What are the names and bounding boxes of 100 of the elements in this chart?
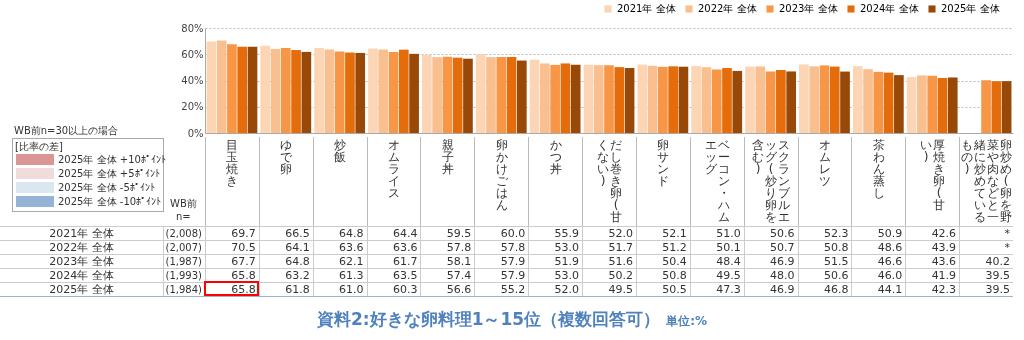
data-label: 55.2 bbox=[474, 282, 529, 296]
data-label: 52.0 bbox=[528, 282, 583, 296]
bar bbox=[604, 65, 614, 133]
bar bbox=[799, 64, 809, 133]
bar bbox=[270, 48, 281, 133]
bar bbox=[496, 57, 507, 133]
data-label: 52.1 bbox=[635, 226, 690, 240]
bar bbox=[711, 69, 722, 133]
bar bbox=[345, 52, 355, 133]
bar bbox=[786, 71, 796, 133]
data-label: 69.7 bbox=[205, 226, 259, 240]
x-tick-label: 目玉焼き bbox=[225, 138, 239, 188]
text: 単位:% bbox=[666, 314, 707, 328]
bar bbox=[237, 46, 248, 133]
text: * bbox=[1004, 241, 1010, 254]
bar bbox=[668, 66, 678, 133]
data-label: 56.6 bbox=[420, 282, 475, 296]
data-label: 58.1 bbox=[420, 254, 475, 268]
bar bbox=[260, 45, 271, 133]
data-label: 62.1 bbox=[312, 254, 367, 268]
bar bbox=[883, 72, 894, 133]
data-label: 50.1 bbox=[689, 240, 744, 254]
bar bbox=[852, 66, 863, 133]
data-label: 51.9 bbox=[528, 254, 583, 268]
bar bbox=[829, 66, 840, 133]
data-label: 51.2 bbox=[635, 240, 690, 254]
data-label: 57.8 bbox=[474, 240, 529, 254]
data-label: 51.7 bbox=[582, 240, 636, 254]
bar bbox=[368, 48, 378, 133]
data-label: 64.1 bbox=[258, 240, 313, 254]
data-label: 44.1 bbox=[851, 282, 906, 296]
bar bbox=[593, 65, 604, 133]
text: (1,987) bbox=[163, 254, 205, 268]
bar bbox=[981, 80, 991, 133]
data-label: 48.0 bbox=[743, 268, 798, 282]
data-label: 46.9 bbox=[743, 254, 798, 268]
bar bbox=[1001, 81, 1012, 133]
y-tick-label: 0% bbox=[187, 127, 204, 139]
data-label: 61.3 bbox=[312, 268, 367, 282]
x-tick-label: 卵かけごはん bbox=[495, 138, 509, 212]
y-tick-label: 80% bbox=[181, 22, 204, 34]
text: WB前 bbox=[170, 197, 197, 211]
data-label: 57.9 bbox=[474, 268, 529, 282]
bar bbox=[722, 68, 732, 133]
text: 2021年 全体 bbox=[49, 227, 114, 240]
bar bbox=[691, 66, 702, 133]
text: 資料2:好きな卵料理1～15位（複数回答可） bbox=[317, 309, 661, 329]
category-label: ベーコン・ハムエッグ bbox=[704, 138, 730, 224]
data-label: 46.8 bbox=[797, 282, 852, 296]
data-label: 70.5 bbox=[205, 240, 259, 254]
text: 2022年 全体 bbox=[49, 241, 114, 254]
data-label: 59.5 bbox=[420, 226, 475, 240]
bar bbox=[624, 68, 635, 133]
data-label: 50.8 bbox=[635, 268, 690, 282]
bar bbox=[947, 77, 958, 133]
data-label: 42.6 bbox=[905, 226, 960, 240]
category-label: 厚焼き卵(甘い) bbox=[920, 138, 946, 212]
legend-label: 2021年 全体 bbox=[617, 3, 676, 14]
legend-label: 2022年 全体 bbox=[698, 3, 757, 14]
bar bbox=[906, 77, 917, 133]
bar bbox=[486, 57, 496, 133]
text: 2023年 全体 bbox=[49, 255, 114, 268]
bar bbox=[570, 64, 581, 133]
data-label: 61.0 bbox=[312, 282, 367, 296]
bar bbox=[917, 75, 927, 133]
bar bbox=[819, 65, 830, 133]
text: 2025年 全体 bbox=[49, 283, 114, 296]
data-label: 64.8 bbox=[312, 226, 367, 240]
bar bbox=[452, 57, 463, 133]
data-label: 55.9 bbox=[528, 226, 583, 240]
data-label: 43.9 bbox=[905, 240, 960, 254]
bar bbox=[388, 52, 399, 133]
data-label: 50.6 bbox=[743, 226, 798, 240]
bar bbox=[647, 65, 658, 133]
bar bbox=[614, 67, 625, 133]
data-label: 40.2 bbox=[959, 254, 1013, 268]
bar bbox=[894, 75, 904, 133]
y-tick-label: 40% bbox=[181, 75, 204, 86]
data-label: 61.8 bbox=[258, 282, 313, 296]
y-tick-label: 20% bbox=[181, 101, 204, 113]
bar bbox=[355, 52, 366, 133]
bar bbox=[378, 49, 389, 133]
data-label: 39.5 bbox=[959, 268, 1013, 282]
text: * bbox=[1004, 227, 1010, 240]
data-label: 52.3 bbox=[797, 226, 852, 240]
data-label: 63.5 bbox=[366, 268, 421, 282]
data-label: 65.8 bbox=[205, 268, 259, 282]
data-label: 63.2 bbox=[258, 268, 313, 282]
data-label: 50.8 bbox=[797, 240, 852, 254]
bar bbox=[247, 46, 258, 133]
bar bbox=[280, 47, 291, 133]
data-label: 53.0 bbox=[528, 268, 583, 282]
text: (2,008) bbox=[163, 226, 205, 240]
bar bbox=[432, 57, 442, 133]
x-tick-label: かつ丼 bbox=[549, 138, 563, 176]
bar bbox=[658, 66, 668, 133]
legend-label: 2024年 全体 bbox=[860, 3, 919, 14]
bar bbox=[937, 78, 948, 133]
data-label: 39.5 bbox=[959, 282, 1013, 296]
legend-label: 2025年 全体 bbox=[941, 3, 1000, 14]
